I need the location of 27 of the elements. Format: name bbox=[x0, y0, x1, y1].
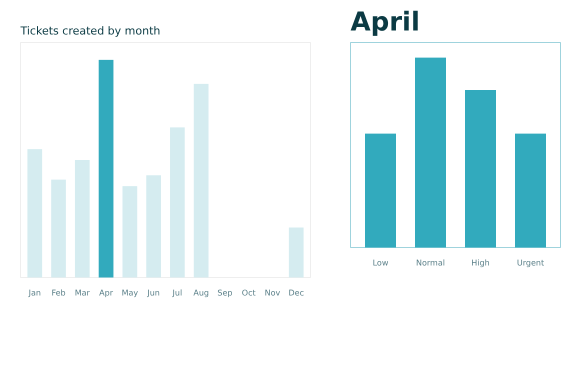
bar bbox=[51, 180, 66, 278]
x-tick-label: Nov bbox=[264, 288, 281, 298]
bar bbox=[170, 127, 185, 278]
x-tick-label: May bbox=[122, 288, 138, 298]
x-tick-label: Apr bbox=[99, 288, 114, 298]
bar bbox=[98, 60, 114, 278]
bar bbox=[194, 84, 209, 278]
x-tick-label: Normal bbox=[416, 258, 445, 268]
x-tick-label: Feb bbox=[51, 288, 66, 298]
x-tick-label: Jun bbox=[146, 288, 160, 298]
bar bbox=[146, 175, 161, 278]
chart-title: April bbox=[350, 8, 420, 38]
x-tick-label: Jan bbox=[28, 288, 41, 298]
x-tick-label: Urgent bbox=[516, 258, 544, 268]
x-tick-label: Low bbox=[372, 258, 389, 268]
bar bbox=[74, 160, 90, 278]
x-tick-label: Aug bbox=[193, 288, 209, 298]
x-tick-label: Mar bbox=[74, 288, 91, 298]
x-tick-label: Jul bbox=[172, 288, 182, 298]
bar bbox=[288, 227, 304, 278]
x-tick-label: High bbox=[471, 258, 490, 268]
chart-title: Tickets created by month bbox=[20, 24, 160, 38]
bar bbox=[27, 149, 42, 278]
x-tick-label: Oct bbox=[242, 288, 256, 298]
bar bbox=[122, 186, 138, 278]
x-tick-label: Dec bbox=[288, 288, 304, 298]
x-tick-label: Sep bbox=[217, 288, 232, 298]
